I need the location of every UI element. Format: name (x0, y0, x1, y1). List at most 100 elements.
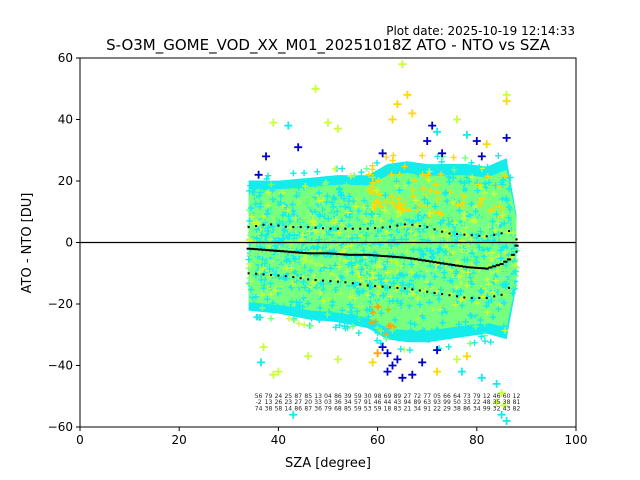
series-point (362, 253, 366, 256)
outlier-point (284, 121, 293, 130)
series-point (381, 226, 384, 229)
bin-annotation: 05 (433, 393, 441, 400)
x-tick-label: 40 (271, 433, 286, 447)
series-point (374, 285, 377, 288)
series-point (336, 227, 339, 230)
outlier-point (462, 130, 471, 139)
bin-annotation: 94 (404, 399, 412, 406)
outlier-point (408, 109, 417, 118)
series-point (322, 279, 324, 282)
series-point (299, 226, 302, 229)
series-point (500, 293, 503, 296)
bin-annotation: 13 (314, 393, 322, 400)
outlier-point (333, 355, 342, 364)
series-point (515, 238, 518, 241)
series-point (302, 252, 307, 254)
outlier-point (502, 133, 511, 142)
outlier-point (462, 352, 471, 361)
series-point (358, 253, 363, 256)
series-point (351, 282, 354, 285)
bin-annotation: 33 (314, 399, 322, 406)
series-point (455, 264, 459, 267)
bin-annotation: 79 (324, 405, 332, 412)
series-point (283, 250, 288, 253)
bin-annotation: 86 (294, 405, 302, 412)
series-point (373, 254, 378, 257)
outlier-point (472, 137, 481, 145)
outlier-point (502, 97, 511, 106)
outlier-point (408, 370, 417, 379)
series-point (477, 267, 482, 270)
outlier-point (502, 416, 511, 425)
bin-annotation: 98 (374, 393, 382, 400)
bin-annotation: 87 (294, 393, 302, 400)
series-point (493, 295, 496, 298)
series-point (451, 264, 456, 266)
bin-annotation: 68 (334, 405, 342, 412)
bin-annotation: 83 (394, 405, 402, 412)
outlier-point (497, 410, 506, 419)
series-point (292, 276, 295, 279)
bin-annotation: 99 (483, 405, 491, 412)
series-point (403, 223, 406, 226)
series-point (508, 230, 510, 232)
outlier-point (393, 100, 402, 109)
bin-annotation: 74 (255, 405, 263, 412)
series-point (344, 227, 347, 230)
series-point (299, 277, 302, 280)
series-point (314, 279, 317, 281)
y-tick-label: −20 (48, 297, 73, 311)
series-point (396, 224, 399, 227)
series-point (391, 255, 396, 258)
outlier-point (383, 349, 392, 358)
outlier-point (383, 367, 392, 376)
series-point (417, 258, 422, 261)
y-tick-label: 60 (58, 51, 73, 65)
outlier-point (492, 379, 501, 388)
series-point (269, 249, 273, 252)
outlier-point (398, 60, 407, 69)
series-point (510, 253, 515, 256)
series-point (399, 256, 404, 259)
series-point (247, 272, 250, 275)
bin-annotation: 89 (413, 399, 421, 406)
x-axis-label: SZA [degree] (285, 456, 371, 471)
series-point (257, 248, 262, 251)
bin-annotation: 57 (354, 399, 362, 406)
series-point (347, 253, 352, 256)
series-point (426, 290, 429, 293)
outlier-point (497, 389, 506, 398)
bin-annotation: 91 (364, 399, 372, 406)
series-point (291, 251, 296, 254)
bin-annotation: 13 (265, 399, 273, 406)
series-point (433, 228, 436, 231)
bin-annotation: 36 (334, 399, 342, 406)
series-point (485, 235, 488, 238)
series-point (395, 256, 400, 259)
series-point (359, 227, 362, 230)
series-point (396, 286, 399, 289)
series-point (336, 280, 339, 283)
outlier-point (373, 349, 382, 358)
outlier-point (289, 410, 298, 419)
series-point (246, 247, 251, 250)
series-point (448, 294, 451, 297)
series-mean-std (247, 250, 518, 299)
series-point (250, 247, 255, 250)
bin-annotation: 26 (275, 399, 283, 406)
outlier-point (269, 370, 278, 379)
bin-annotation: 35 (493, 399, 501, 406)
series-point (307, 226, 310, 229)
outlier-point (259, 343, 268, 352)
plot-area (245, 60, 520, 425)
bin-annotation: 25 (284, 393, 292, 400)
outlier-point (269, 118, 278, 127)
bin-annotation: 59 (354, 393, 362, 400)
series-point (284, 225, 287, 228)
series-point (329, 227, 332, 230)
outlier-point (262, 152, 270, 161)
bin-annotation: 12 (513, 393, 521, 400)
series-point (314, 226, 317, 229)
outlier-point (388, 361, 397, 370)
series-point (298, 251, 303, 254)
